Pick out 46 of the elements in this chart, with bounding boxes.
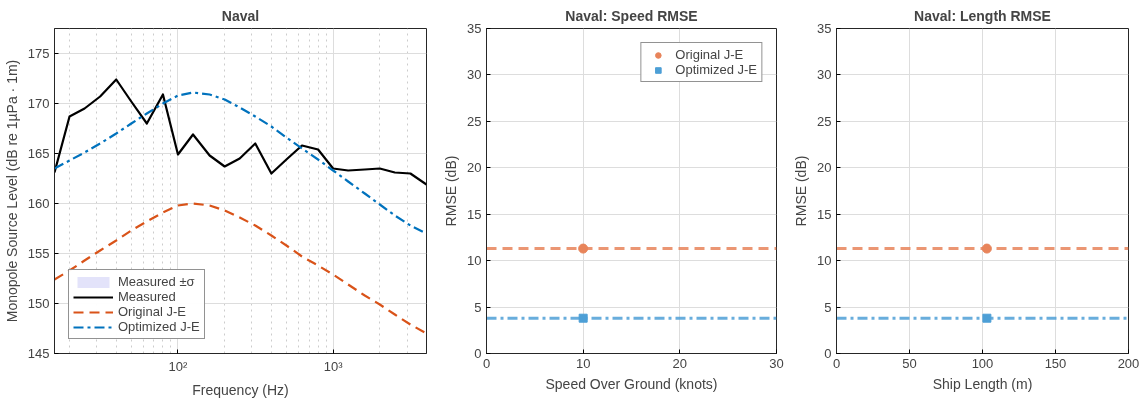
x-tick-label: 10² [168,358,189,374]
legend-label: Measured [118,289,176,304]
y-tick-label: 150 [27,296,50,311]
x-tick-label: 30 [769,355,784,371]
y-tick-label: 155 [27,246,50,261]
x-tick-label: 20 [672,355,688,371]
x-tick-label: 200 [1117,355,1140,371]
x-tick-label: 50 [902,355,917,371]
legend-label: Original J-E [118,304,186,319]
x-axis-title: Speed Over Ground (knots) [545,375,718,392]
y-tick-label: 20 [467,160,482,176]
y-tick-label: 170 [27,96,50,111]
legend-label: Measured ±σ [118,274,195,289]
y-tick-label: 20 [817,160,832,176]
x-tick-label: 100 [971,355,994,371]
y-tick-label: 5 [824,299,832,315]
y-axis-title: Monopole Source Level (dB re 1µPa · 1m) [3,59,20,323]
legend-label: Optimized J-E [118,319,200,334]
x-tick-label: 10³ [323,358,344,374]
y-tick-label: 10 [817,253,832,269]
y-tick-label: 175 [27,46,50,61]
y-tick-label: 15 [817,206,832,222]
x-tick-label: 150 [1044,355,1067,371]
y-tick-label: 165 [27,146,50,161]
y-tick-label: 160 [27,196,50,211]
y-axis-title: RMSE (dB) [793,155,810,227]
legend-label: Optimized J-E [675,62,757,77]
chart-title: Naval: Length RMSE [914,7,1051,24]
chart-title: Naval [221,7,260,24]
y-tick-label: 25 [817,113,832,129]
line-series [54,202,427,335]
y-tick-label: 15 [467,206,482,222]
chart-title: Naval: Speed RMSE [565,7,698,24]
y-tick-label: 25 [467,113,482,129]
legend-label: Original J-E [675,47,744,62]
y-tick-label: 30 [467,67,482,83]
y-tick-label: 35 [817,21,832,36]
y-axis-title: RMSE (dB) [443,155,460,227]
y-tick-label: 35 [467,21,482,36]
y-tick-label: 145 [27,346,50,361]
y-tick-label: 30 [817,67,832,83]
x-tick-label: 10 [575,355,591,371]
x-axis-title: Ship Length (m) [932,375,1033,392]
x-axis-title: Frequency (Hz) [192,381,289,398]
y-tick-label: 10 [467,253,482,269]
y-tick-label: 5 [474,299,482,315]
